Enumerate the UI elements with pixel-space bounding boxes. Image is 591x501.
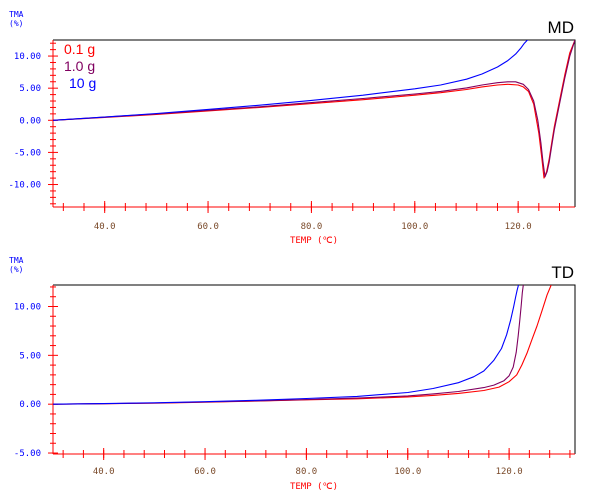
y-tick-label: -10.00 <box>8 181 41 191</box>
x-tick-label: 120.0 <box>505 222 532 232</box>
y-axis-unit: (%) <box>9 19 23 28</box>
plot-frame <box>53 284 576 454</box>
y-tick-label: 0.00 <box>19 400 41 410</box>
y-tick-label: 10.00 <box>14 52 41 62</box>
y-axis-label: TMA <box>9 10 24 19</box>
y-tick-label: 0.00 <box>19 116 41 126</box>
plot-frame <box>53 39 576 207</box>
series-lines <box>53 285 552 405</box>
x-tick-label: 40.0 <box>94 222 116 232</box>
panel-title: MD <box>548 18 574 37</box>
x-axis-label: TEMP (℃) <box>290 236 338 246</box>
y-tick-label: -5.00 <box>14 449 41 459</box>
legend-entry: 1.0 g <box>64 58 95 74</box>
series-line-1-0-g <box>53 285 524 405</box>
x-tick-label: 80.0 <box>301 222 323 232</box>
y-tick-label: 5.00 <box>19 351 41 361</box>
y-axis-unit: (%) <box>9 265 23 274</box>
series-line-0-1-g <box>53 285 552 405</box>
series-line-0-1-g <box>53 40 575 179</box>
series-line-1-0-g <box>53 40 575 178</box>
legend-entry: 0.1 g <box>64 41 95 57</box>
x-tick-label: 100.0 <box>401 222 428 232</box>
legend-entry: 10 g <box>69 75 96 91</box>
chart-panel-td: 10.00 5.00 0.00 -5.00 40.0 60.0 80.0 100.0 120.0… <box>9 256 576 492</box>
x-tick-label: 60.0 <box>194 467 216 477</box>
x-tick-label: 80.0 <box>296 467 318 477</box>
y-tick-label: 10.00 <box>14 302 41 312</box>
series-lines <box>53 40 575 179</box>
x-tick-label: 40.0 <box>93 467 115 477</box>
chart-panel-md: 10.00 5.00 0.00 -5.00 -10.00 40.0 60.0 80.0 100.… <box>8 10 576 246</box>
x-axis-label: TEMP (℃) <box>290 482 338 492</box>
x-tick-label: 120.0 <box>496 467 523 477</box>
y-tick-label: 5.00 <box>19 84 41 94</box>
y-axis-label: TMA <box>9 256 24 265</box>
y-tick-label: -5.00 <box>14 148 41 158</box>
x-tick-label: 60.0 <box>197 222 219 232</box>
series-line-10-g <box>53 285 520 405</box>
panel-title: TD <box>551 263 574 282</box>
series-line-10-g <box>53 40 529 121</box>
x-tick-label: 100.0 <box>394 467 421 477</box>
